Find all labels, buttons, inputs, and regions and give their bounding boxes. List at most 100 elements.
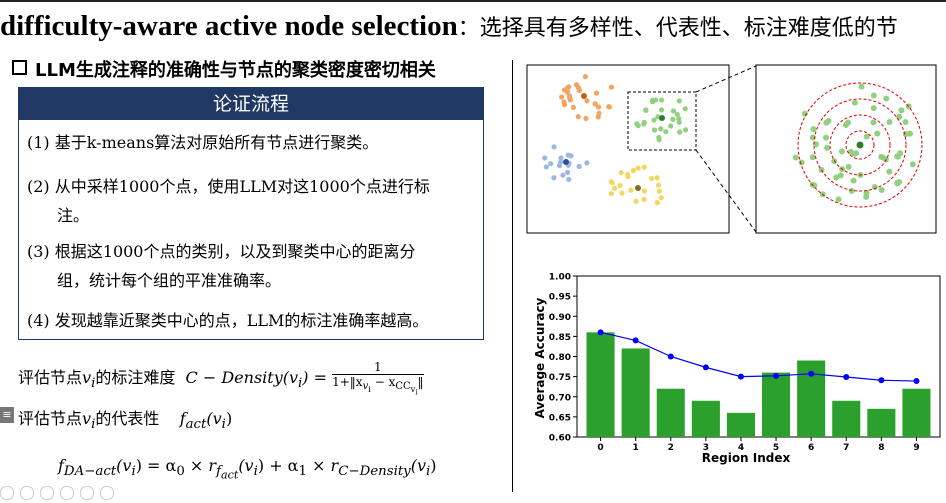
step-number: (2): [27, 177, 50, 196]
density-ring: [813, 98, 907, 192]
cluster-point: [654, 199, 660, 206]
cluster-point: [617, 182, 623, 189]
cluster-point: [625, 173, 631, 180]
bar: [832, 400, 861, 437]
cluster-point: [565, 169, 571, 175]
denominator-tail: − x: [370, 375, 396, 389]
trend-line: [600, 331, 917, 382]
cluster-point: [658, 126, 664, 132]
cluster-point: [677, 129, 683, 135]
f3-h: (v: [410, 456, 426, 475]
cluster-point: [556, 163, 563, 169]
menu-icon[interactable]: ≡: [0, 407, 14, 423]
zoom-point: [883, 95, 890, 102]
zoom-point: [835, 196, 842, 203]
x-tick-label: 2: [668, 443, 674, 453]
cluster-point: [561, 102, 568, 108]
y-tick-label: 0.95: [549, 293, 571, 303]
f3-i: ): [430, 456, 437, 475]
cluster-point: [573, 82, 580, 88]
cluster-point: [575, 114, 581, 120]
cluster-point: [670, 108, 677, 114]
y-tick-label: 0.85: [549, 333, 571, 343]
x-tick-label: 1: [633, 443, 639, 453]
zoom-selection-box: [627, 91, 697, 151]
y-tick-label: 0.90: [549, 313, 571, 323]
cluster-point: [543, 164, 549, 170]
y-tick-label: 1.00: [549, 273, 571, 283]
cluster-center: [581, 93, 587, 99]
f3-d: × r: [184, 456, 217, 475]
f3-f: ) + α: [257, 456, 299, 475]
zoom-point: [907, 130, 914, 137]
x-tick-label: 7: [843, 443, 849, 453]
trend-point: [632, 337, 639, 344]
f3-sub-a: DA−act: [63, 464, 117, 480]
bar: [726, 412, 755, 437]
step-number: (1): [27, 133, 50, 152]
cluster-point: [628, 187, 634, 193]
f3-sub-c: 0: [176, 464, 185, 480]
cluster-point: [682, 127, 689, 133]
zoom-point: [902, 119, 909, 126]
fraction-numerator: 1: [332, 360, 424, 375]
denominator-head: 1+‖x: [332, 375, 363, 389]
f3-sub-g: C−Density: [338, 464, 411, 480]
slide-title: difficulty-aware active node selection：选…: [0, 8, 946, 47]
zoom-point: [844, 119, 851, 126]
zoom-point: [848, 187, 855, 194]
zoom-point: [838, 148, 845, 155]
step-number: (4): [27, 311, 50, 330]
bar: [656, 388, 685, 437]
cluster-diagram: [526, 64, 937, 234]
vertical-divider: [512, 60, 513, 492]
cluster-point: [656, 137, 662, 143]
zoom-point: [845, 163, 852, 170]
trend-point: [597, 329, 604, 336]
cluster-point: [641, 119, 647, 126]
zoom-point: [824, 144, 831, 151]
density-ring: [845, 130, 875, 160]
x-axis-label: Region Index: [702, 451, 791, 465]
bar: [762, 372, 791, 437]
cluster-point: [606, 104, 612, 110]
zoom-point: [847, 148, 854, 155]
cluster-point: [630, 167, 636, 174]
cluster-point: [583, 115, 589, 122]
zoom-point: [858, 83, 865, 90]
x-tick-label: 8: [878, 443, 884, 453]
density-rings: [792, 82, 923, 208]
bar: [691, 400, 720, 437]
bar: [621, 348, 650, 437]
zoom-point: [792, 154, 799, 161]
cluster-point: [551, 144, 557, 150]
y-tick-label: 0.60: [549, 434, 571, 444]
zoom-point: [837, 172, 844, 179]
cluster-points: [542, 74, 689, 206]
f3-sub-d2: act: [221, 468, 239, 482]
var-v: v: [82, 368, 92, 388]
trend-point: [913, 378, 920, 385]
density-ring: [829, 114, 891, 176]
process-step-4: (4) 发现越靠近聚类中心的点，LLM的标注准确率越高。: [27, 306, 479, 335]
cluster-point: [566, 176, 572, 182]
cluster-point: [670, 116, 676, 122]
cluster-point: [611, 185, 618, 191]
chart-body: 0.60 0.65 0.70 0.75 0.80 0.85 0.90 0.95 1.00 0 1 2 3…: [549, 273, 941, 453]
f3-b: (v: [116, 456, 132, 475]
formula-label: 评估节点: [18, 409, 83, 428]
zoom-point: [801, 110, 808, 117]
zoom-point: [878, 153, 885, 160]
process-step-3: (3) 根据这1000个点的类别，以及到聚类中心的距离分 组，统计每个组的平准准确…: [27, 237, 479, 295]
cluster-point: [618, 170, 624, 176]
cluster-point: [676, 115, 682, 122]
formula-arg: (v: [206, 409, 222, 428]
cluster-point: [682, 106, 688, 112]
cluster-point: [596, 110, 602, 116]
y-tick-label: 0.70: [549, 393, 571, 403]
formula-fn: f: [179, 409, 186, 428]
trend-point: [737, 373, 744, 380]
zoom-point: [886, 118, 893, 125]
zoom-point: [863, 133, 870, 140]
trend-point: [878, 377, 885, 384]
